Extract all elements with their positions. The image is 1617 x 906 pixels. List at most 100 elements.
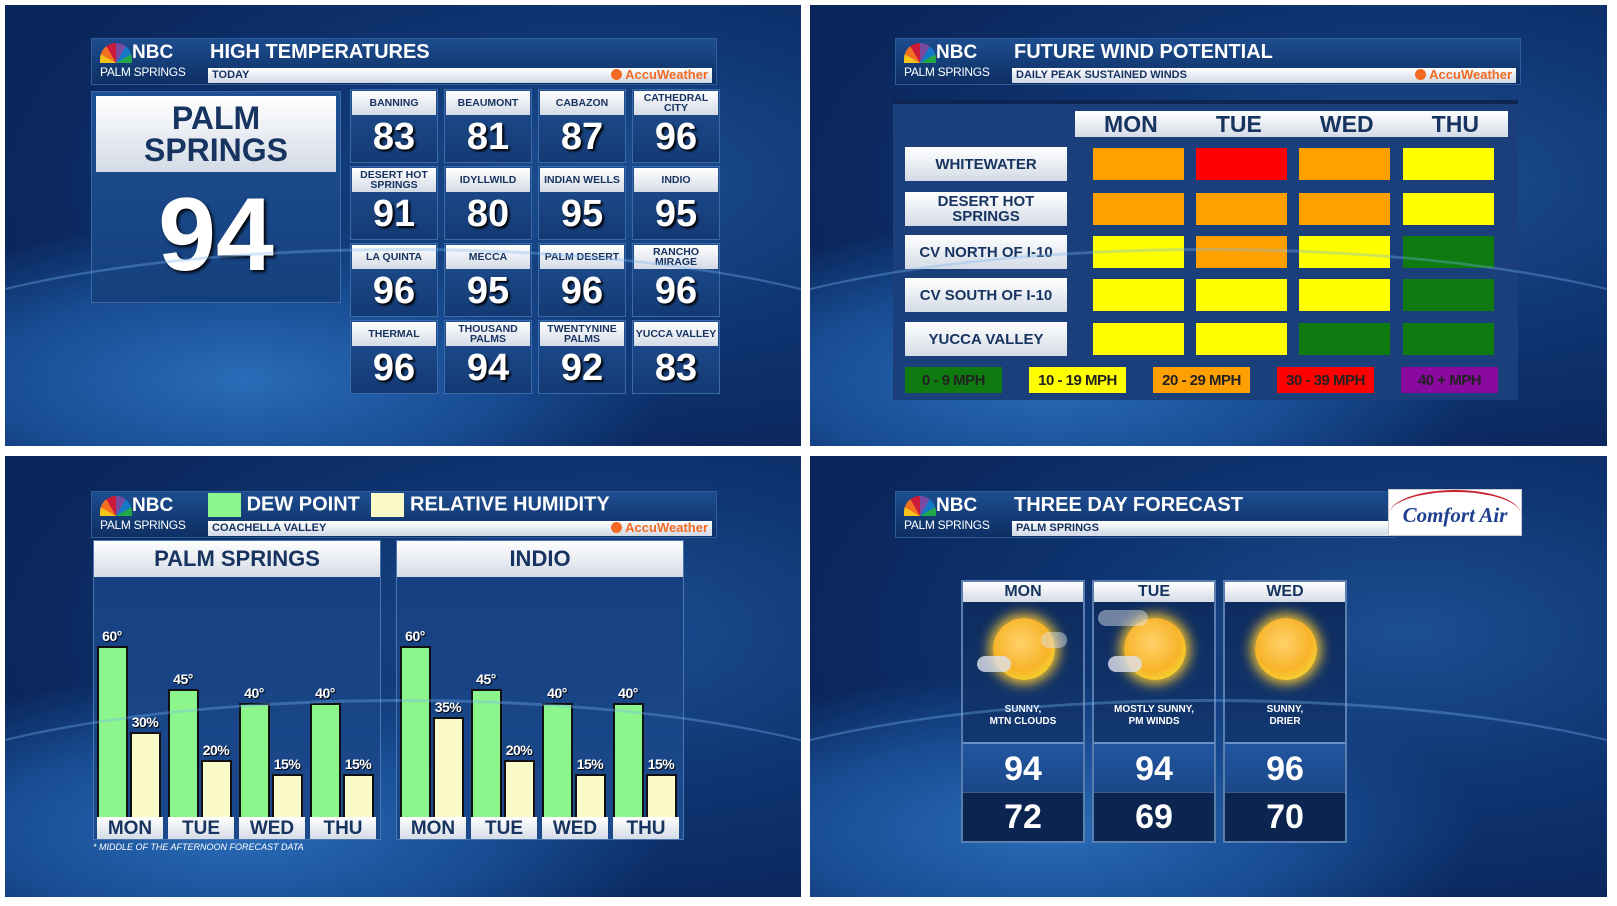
- bar-value-label: 35%: [434, 699, 462, 716]
- dew-point-bar: [542, 703, 573, 817]
- city-name: IDYLLWILD: [446, 168, 530, 192]
- subtitle: PALM SPRINGS: [1012, 521, 1394, 536]
- dew-point-bar: [400, 646, 431, 817]
- city-name: THERMAL: [352, 322, 436, 346]
- wind-cell: [1093, 323, 1184, 355]
- legend: DEW POINT RELATIVE HUMIDITY: [208, 493, 610, 517]
- bar-value-label: 20%: [202, 742, 230, 758]
- city-temp: 83: [654, 347, 698, 389]
- day-label: TUE: [471, 817, 537, 839]
- title: HIGH TEMPERATURES: [210, 41, 430, 63]
- city-name: MECCA: [446, 245, 530, 269]
- bar-value-label: 40°: [547, 685, 567, 701]
- bar-value-label: 40°: [315, 685, 335, 701]
- day-label: TUE: [168, 817, 234, 839]
- low-temp: 72: [963, 792, 1083, 841]
- city-name: LA QUINTA: [352, 245, 436, 269]
- humidity-bar: [575, 774, 606, 817]
- condition-text: SUNNY, MTN CLOUDS: [989, 704, 1057, 727]
- header: NBC PALM SPRINGS FUTURE WIND POTENTIAL DA…: [895, 38, 1521, 85]
- bar-value-label: 15%: [647, 756, 675, 773]
- city-temp-cell: BANNING 83: [350, 89, 438, 163]
- accuweather-logo: AccuWeather: [611, 520, 708, 535]
- cloud-shape: [1041, 632, 1067, 648]
- chart-title: PALM SPRINGS: [94, 541, 380, 577]
- city-temp-cell: THOUSAND PALMS 94: [444, 320, 532, 394]
- wind-cell: [1299, 279, 1390, 311]
- nbc-logo: NBC PALM SPRINGS: [904, 495, 990, 532]
- city-temp: 96: [560, 270, 604, 312]
- forecast-day-card: WED SUNNY, DRIER 96 70: [1223, 580, 1347, 843]
- legend-swatch-humidity: [371, 493, 405, 517]
- sun-icon: [1225, 582, 1345, 702]
- wind-cell: [1403, 279, 1494, 311]
- city-temp: 83: [372, 116, 416, 158]
- bar-value-label: 40°: [618, 685, 638, 701]
- day-label: THU: [1431, 110, 1479, 137]
- city-temp-cell: CABAZON 87: [538, 89, 626, 163]
- humidity-bar: [130, 731, 161, 817]
- city-name: INDIAN WELLS: [540, 168, 624, 192]
- city-temp-cell: YUCCA VALLEY 83: [632, 320, 720, 394]
- city-temp: 81: [466, 116, 510, 158]
- high-temp: 94: [1094, 742, 1214, 792]
- header: NBC PALM SPRINGS DEW POINT RELATIVE HUMID…: [91, 491, 717, 538]
- featured-city-temp: 94: [158, 177, 274, 293]
- day-label: TUE: [1094, 582, 1214, 602]
- legend-item: 20 - 29 MPH: [1153, 367, 1250, 393]
- wind-cell: [1196, 279, 1287, 311]
- legend-item: 40 + MPH: [1401, 367, 1498, 393]
- day-label: MON: [1104, 110, 1158, 137]
- sun-icon: [1415, 69, 1427, 80]
- header: NBC PALM SPRINGS HIGH TEMPERATURES TODAY A…: [91, 38, 717, 85]
- bar-value-label: 20%: [505, 742, 533, 758]
- day-label: TUE: [1215, 110, 1262, 137]
- city-temp: 95: [466, 270, 510, 312]
- city-temp-cell: MECCA 95: [444, 243, 532, 317]
- legend-swatch-dew-point: [208, 493, 241, 517]
- city-temp: 96: [372, 270, 416, 312]
- city-temp: 95: [560, 193, 604, 235]
- day-label: WED: [239, 817, 305, 839]
- city-temp: 96: [372, 347, 416, 389]
- day-label: MON: [400, 817, 466, 839]
- city-name: RANCHO MIRAGE: [634, 245, 718, 269]
- row-label: WHITEWATER: [905, 147, 1067, 181]
- forecast-day-card: MON SUNNY, MTN CLOUDS 94 72: [961, 580, 1085, 843]
- cloud-shape: [1098, 610, 1148, 626]
- low-temp: 70: [1225, 792, 1345, 841]
- day-label: THU: [613, 817, 679, 839]
- city-temp-cell: PALM DESERT 96: [538, 243, 626, 317]
- condition-text: MOSTLY SUNNY, PM WINDS: [1113, 704, 1195, 727]
- nbc-logo: NBC PALM SPRINGS: [100, 495, 186, 532]
- dew-point-bar: [310, 703, 341, 817]
- legend-item: 10 - 19 MPH: [1029, 367, 1126, 393]
- city-temp: 92: [560, 347, 604, 389]
- accuweather-logo: AccuWeather: [611, 67, 708, 82]
- high-temp: 96: [1225, 742, 1345, 792]
- day-label: WED: [1319, 110, 1374, 137]
- peacock-icon: [904, 43, 936, 63]
- bar-value-label: 15%: [576, 756, 604, 773]
- sun-icon: [611, 69, 623, 80]
- accuweather-logo: AccuWeather: [1415, 67, 1512, 82]
- nbc-logo: NBC PALM SPRINGS: [904, 42, 990, 79]
- chart-title: INDIO: [397, 541, 683, 577]
- legend-item: 0 - 9 MPH: [905, 367, 1002, 393]
- wind-cell: [1196, 323, 1287, 355]
- city-temp-cell: INDIAN WELLS 95: [538, 166, 626, 240]
- city-name: THOUSAND PALMS: [446, 322, 530, 346]
- city-temp: 96: [654, 116, 698, 158]
- sun-wind-icon: [1094, 582, 1214, 702]
- humidity-bar: [343, 774, 374, 817]
- wind-cell: [1196, 148, 1287, 180]
- nbc-logo: NBC PALM SPRINGS: [100, 42, 186, 79]
- city-name: INDIO: [634, 168, 718, 192]
- humidity-bar: [433, 717, 464, 817]
- day-label: WED: [542, 817, 608, 839]
- footnote: * MIDDLE OF THE AFTERNOON FORECAST DATA: [93, 842, 304, 852]
- wind-cell: [1403, 236, 1494, 268]
- city-temp: 95: [654, 193, 698, 235]
- city-name: YUCCA VALLEY: [634, 322, 718, 346]
- city-name: TWENTYNINE PALMS: [540, 322, 624, 346]
